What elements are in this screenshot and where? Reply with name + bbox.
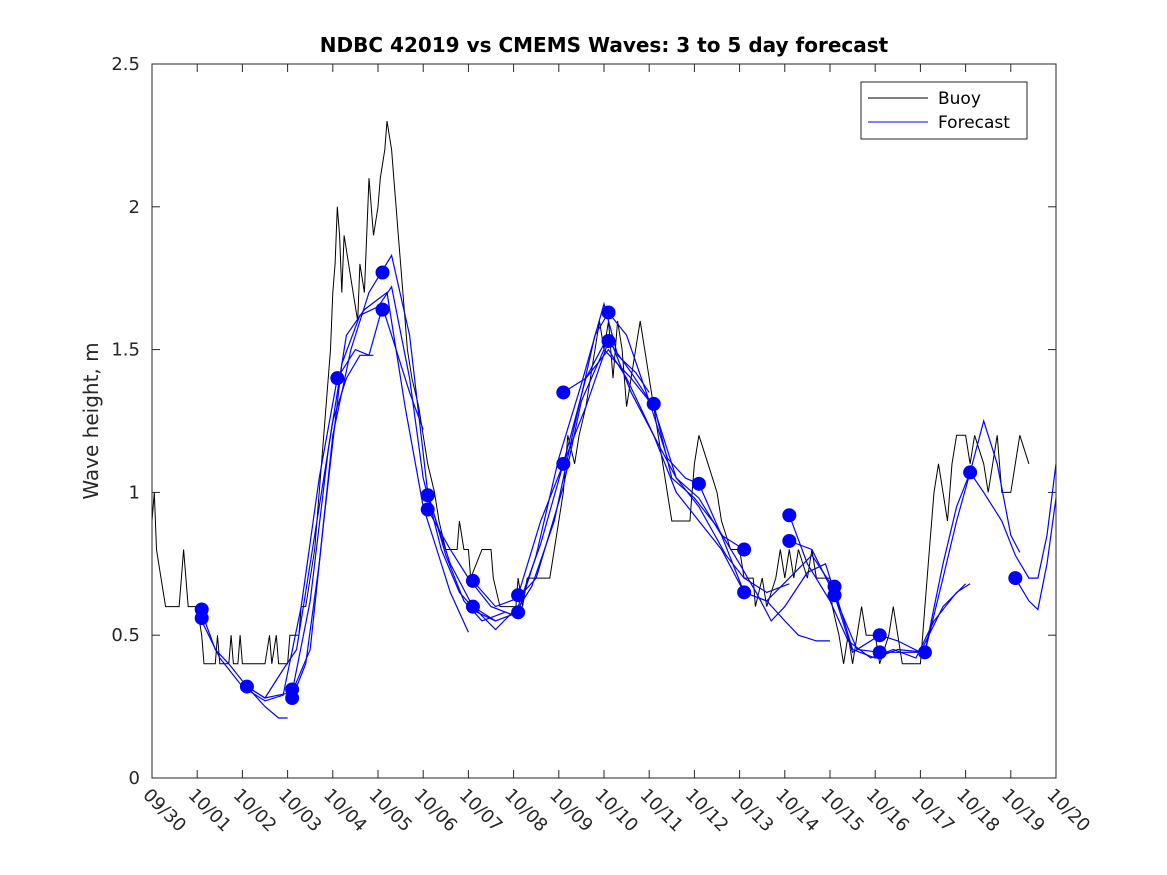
- forecast-marker-26: [872, 628, 887, 643]
- forecast-marker-9: [420, 502, 435, 517]
- forecast-markers: [194, 265, 1023, 706]
- forecast-marker-4: [285, 691, 300, 706]
- legend-box: [860, 81, 1028, 140]
- forecast-marker-6: [375, 265, 390, 280]
- axes-box: [151, 63, 1057, 779]
- y-tick-label: 0.5: [111, 625, 140, 646]
- forecast-marker-20: [737, 542, 752, 557]
- forecast-marker-23: [782, 533, 797, 548]
- buoy-series: [151, 121, 1030, 665]
- legend-label-forecast: Forecast: [938, 113, 1010, 133]
- y-axis-label: Wave height, m: [79, 342, 103, 499]
- forecast-marker-21: [737, 585, 752, 600]
- y-tick-label: 0: [129, 768, 140, 789]
- forecast-marker-16: [601, 305, 616, 320]
- forecast-marker-19: [691, 476, 706, 491]
- forecast-marker-14: [556, 385, 571, 400]
- forecast-marker-30: [1008, 571, 1023, 586]
- forecast-line-2: [246, 686, 288, 719]
- forecast-marker-11: [465, 599, 480, 614]
- forecast-series-group: [201, 253, 1057, 719]
- forecast-marker-29: [963, 465, 978, 480]
- legend: Buoy Forecast: [860, 81, 1028, 140]
- forecast-line-17: [924, 463, 1057, 653]
- forecast-marker-22: [782, 508, 797, 523]
- y-tick-label: 2.5: [111, 54, 140, 75]
- forecast-marker-13: [511, 605, 526, 620]
- forecast-marker-18: [646, 396, 661, 411]
- forecast-line-18: [1014, 498, 1057, 611]
- buoy-line: [151, 121, 1030, 665]
- forecast-marker-2: [239, 679, 254, 694]
- forecast-marker-8: [420, 488, 435, 503]
- legend-label-buoy: Buoy: [938, 89, 981, 109]
- forecast-marker-12: [511, 588, 526, 603]
- forecast-marker-10: [465, 573, 480, 588]
- forecast-line-5: [291, 285, 496, 693]
- forecast-marker-1: [194, 611, 209, 626]
- forecast-marker-5: [330, 371, 345, 386]
- y-tick-label: 2: [129, 197, 140, 218]
- forecast-marker-25: [827, 588, 842, 603]
- y-tick-label: 1: [129, 482, 140, 503]
- forecast-marker-27: [872, 645, 887, 660]
- forecast-line-12: [653, 403, 880, 653]
- forecast-marker-15: [556, 456, 571, 471]
- forecast-line-16: [879, 418, 1021, 653]
- chart-title: NDBC 42019 vs CMEMS Waves: 3 to 5 day fo…: [320, 33, 889, 57]
- plot-area: [152, 64, 1056, 778]
- forecast-marker-17: [601, 334, 616, 349]
- forecast-marker-28: [917, 645, 932, 660]
- forecast-marker-7: [375, 302, 390, 317]
- y-tick-label: 1.5: [111, 340, 140, 361]
